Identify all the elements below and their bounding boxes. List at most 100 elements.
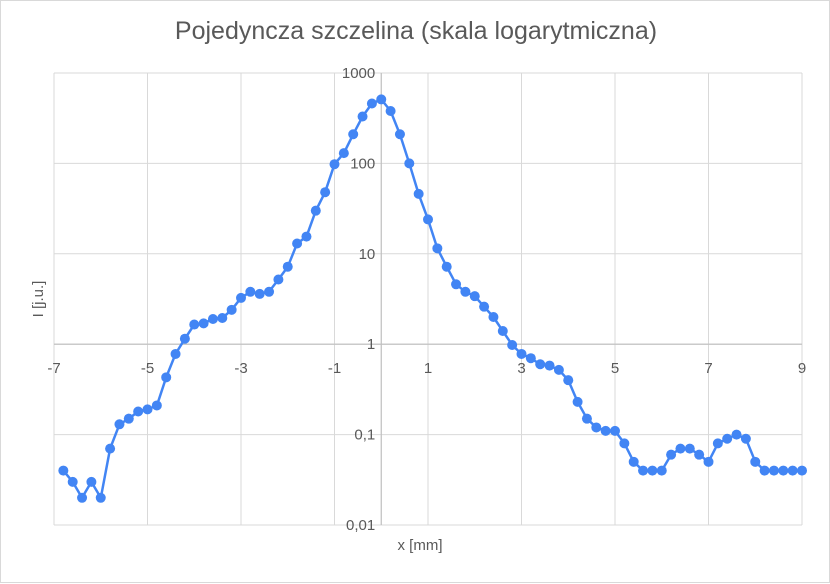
data-point <box>273 274 284 285</box>
x-tick-label: 7 <box>704 360 712 377</box>
x-tick-label: 1 <box>424 360 432 377</box>
y-tick-label: 1 <box>367 336 375 353</box>
data-point <box>423 214 433 225</box>
y-tick-label: 100 <box>350 155 375 172</box>
x-tick-label: 5 <box>611 360 619 377</box>
y-tick-label: 1000 <box>342 65 375 82</box>
data-point <box>320 187 331 198</box>
y-tick-label: 10 <box>359 246 376 263</box>
data-point <box>170 348 181 359</box>
data-point <box>750 456 761 467</box>
data-point <box>338 148 349 159</box>
data-point <box>722 433 733 444</box>
data-point <box>58 465 69 476</box>
data-point <box>292 238 303 249</box>
data-series <box>58 94 807 503</box>
data-point <box>301 231 312 242</box>
data-point <box>282 261 293 272</box>
data-point <box>451 279 462 290</box>
data-point <box>236 292 246 303</box>
data-point <box>581 413 592 424</box>
data-point <box>563 375 574 386</box>
data-point <box>572 396 583 407</box>
data-point <box>778 465 789 476</box>
data-point <box>385 105 396 116</box>
data-point <box>217 312 228 323</box>
data-point <box>694 449 705 460</box>
data-point <box>105 443 116 454</box>
tick-labels: -7 -5 -3 -1 1 3 5 7 9 0,01 0,1 1 10 100 1000 <box>47 65 806 534</box>
data-point <box>67 476 78 487</box>
x-tick-label: -1 <box>328 360 341 377</box>
data-point <box>516 348 527 359</box>
data-point <box>647 465 658 476</box>
data-point <box>600 425 611 436</box>
data-point <box>610 425 620 436</box>
data-point <box>619 438 630 449</box>
data-point <box>469 291 480 302</box>
grid-lines <box>53 72 803 526</box>
data-point <box>544 360 555 371</box>
data-point <box>787 465 798 476</box>
data-point <box>479 301 490 312</box>
data-point <box>366 98 377 109</box>
y-tick-label: 0,1 <box>354 427 375 444</box>
data-point <box>151 400 162 411</box>
data-point <box>329 159 340 170</box>
x-axis-title: x [mm] <box>398 537 443 554</box>
data-point <box>628 456 639 467</box>
data-point <box>656 465 667 476</box>
data-point <box>95 492 106 503</box>
data-point <box>114 419 125 430</box>
data-point <box>703 456 714 467</box>
data-point <box>675 443 686 454</box>
data-point <box>179 333 190 344</box>
data-point <box>189 319 200 330</box>
data-point <box>264 286 275 297</box>
data-point <box>404 158 415 169</box>
data-point <box>759 465 770 476</box>
data-point <box>535 359 546 370</box>
data-point <box>245 286 256 297</box>
data-point <box>525 353 536 364</box>
data-point <box>123 413 134 424</box>
y-axis-title: I [j.u.] <box>30 281 47 318</box>
data-point <box>86 476 97 487</box>
x-tick-label: 9 <box>798 360 806 377</box>
x-tick-label: -3 <box>234 360 247 377</box>
series-line <box>62 98 802 500</box>
data-point <box>497 325 508 336</box>
data-point <box>198 318 209 329</box>
data-point <box>207 314 218 325</box>
data-point <box>684 443 695 454</box>
data-point <box>142 404 153 415</box>
data-point <box>394 129 405 140</box>
data-point <box>460 286 471 297</box>
data-point <box>591 422 602 433</box>
x-tick-label: -5 <box>141 360 154 377</box>
data-point <box>797 465 807 476</box>
data-point <box>441 261 452 272</box>
data-point <box>666 449 677 460</box>
data-point <box>638 465 649 476</box>
data-point <box>768 465 779 476</box>
data-point <box>310 205 321 216</box>
x-tick-label: -7 <box>47 360 60 377</box>
data-point <box>432 243 443 254</box>
data-point <box>413 188 424 199</box>
data-point <box>731 429 742 440</box>
data-point <box>357 111 368 122</box>
axes <box>54 73 802 525</box>
data-point <box>226 304 237 315</box>
chart-title: Pojedyncza szczelina (skala logarytmiczn… <box>174 17 658 45</box>
data-point <box>133 406 144 417</box>
x-tick-label: 3 <box>517 360 525 377</box>
data-point <box>488 311 499 322</box>
data-point <box>376 94 387 105</box>
data-point <box>507 339 518 350</box>
data-point <box>740 433 751 444</box>
data-point <box>254 288 265 299</box>
data-point <box>348 129 359 140</box>
data-point <box>161 372 172 383</box>
